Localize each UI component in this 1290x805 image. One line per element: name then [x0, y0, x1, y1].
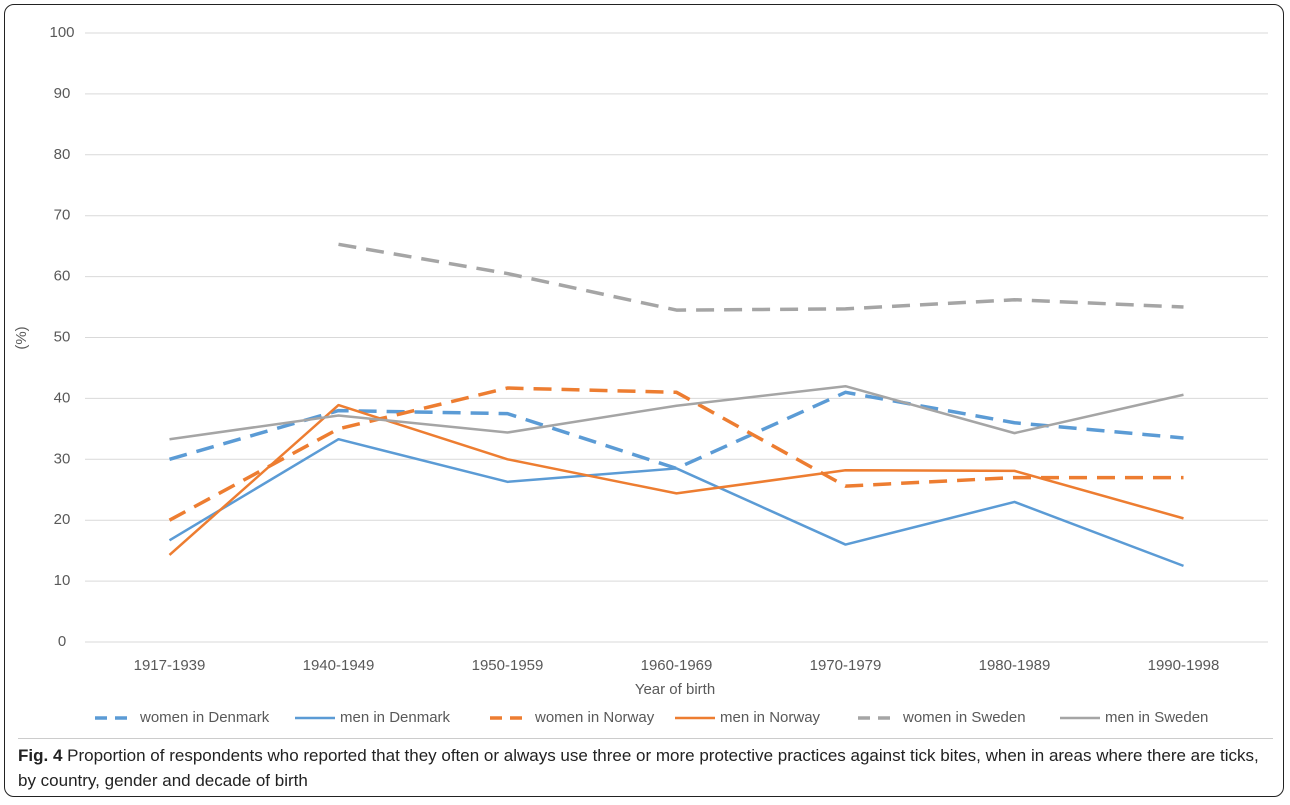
x-tick-label: 1990-1998 [1148, 657, 1220, 674]
caption-label: Fig. 4 [18, 746, 63, 765]
legend-label: women in Sweden [902, 709, 1026, 726]
x-tick-label: 1970-1979 [810, 657, 882, 674]
y-tick-label: 50 [54, 328, 71, 345]
y-tick-label: 70 [54, 207, 71, 224]
x-tick-label: 1960-1969 [641, 657, 713, 674]
x-tick-label: 1940-1949 [303, 657, 375, 674]
series-line [168, 403, 1184, 556]
chart: (%) Year of birth 0 10 20 30 40 50 60 70 80 90 100… [13, 24, 1268, 726]
caption: Fig. 4 Proportion of respondents who rep… [18, 738, 1273, 793]
legend-label: men in Denmark [340, 709, 451, 726]
y-tick-label: 100 [49, 24, 74, 41]
series-line [168, 437, 1184, 568]
series-line [168, 386, 1184, 522]
caption-text: Proportion of respondents who reported t… [18, 746, 1259, 790]
legend-label: women in Norway [534, 709, 655, 726]
x-tick-label: 1950-1959 [472, 657, 544, 674]
x-axis-label: Year of birth [635, 681, 715, 698]
y-tick-label: 40 [54, 389, 71, 406]
x-tick-label: 1980-1989 [979, 657, 1051, 674]
y-tick-label: 60 [54, 268, 71, 285]
y-tick-label: 80 [54, 146, 71, 163]
x-tick-label: 1917-1939 [134, 657, 206, 674]
series-line [169, 390, 1184, 471]
y-tick-label: 10 [54, 572, 71, 589]
frame [4, 4, 1284, 797]
y-axis-label: (%) [13, 326, 30, 349]
y-tick-label: 0 [58, 633, 66, 650]
legend-label: men in Norway [720, 709, 821, 726]
y-tick-label: 30 [54, 450, 71, 467]
legend-label: women in Denmark [139, 709, 270, 726]
series-line [169, 384, 1184, 441]
series-line [338, 242, 1184, 312]
y-tick-label: 20 [54, 511, 71, 528]
legend-label: men in Sweden [1105, 709, 1208, 726]
y-tick-label: 90 [54, 85, 71, 102]
